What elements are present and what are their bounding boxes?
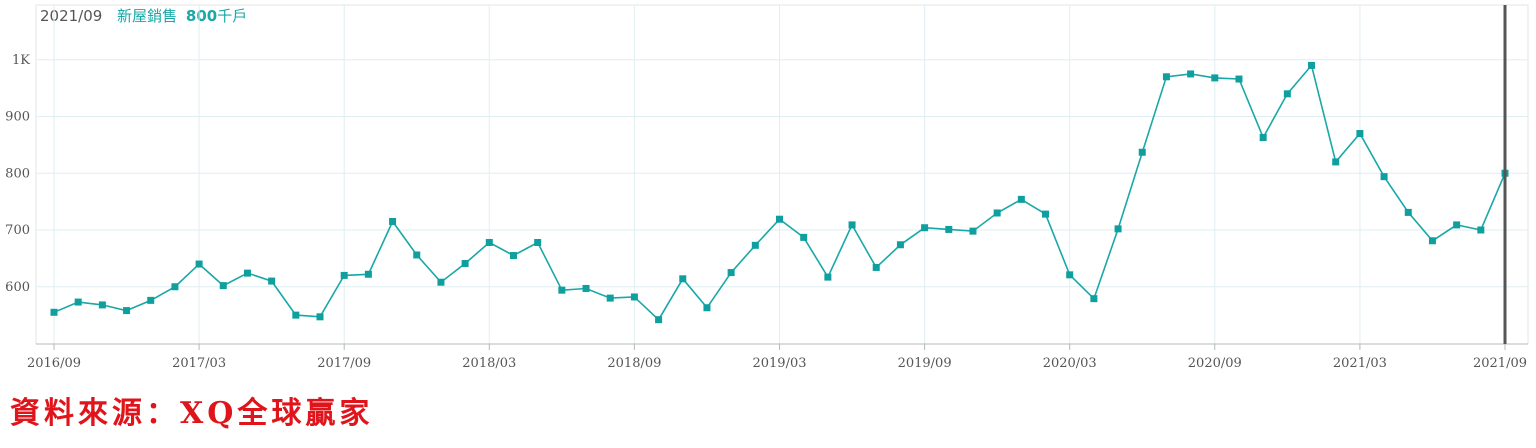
data-point xyxy=(1404,208,1412,216)
data-point xyxy=(389,217,397,225)
x-tick-label: 2018/03 xyxy=(462,356,516,371)
data-point xyxy=(582,284,590,292)
data-point xyxy=(921,224,929,232)
x-tick-label: 2021/09 xyxy=(1473,356,1527,371)
data-point xyxy=(534,238,542,246)
data-point xyxy=(824,273,832,281)
data-point xyxy=(1211,74,1219,82)
y-tick-label: 800 xyxy=(5,166,30,181)
data-point xyxy=(993,209,1001,217)
line-chart[interactable]: 600 700 800 900 1K 2016/09 2017/03 2017/09 2018/… xyxy=(0,0,1536,384)
data-point xyxy=(147,296,155,304)
plot-frame xyxy=(35,4,1529,345)
data-point xyxy=(413,251,421,259)
x-tick-label: 2021/03 xyxy=(1333,356,1387,371)
data-point xyxy=(485,238,493,246)
data-point xyxy=(268,277,276,285)
data-point xyxy=(50,308,58,316)
data-point xyxy=(340,271,348,279)
x-tick-label: 2018/09 xyxy=(607,356,661,371)
data-point xyxy=(1187,70,1195,78)
data-point xyxy=(195,260,203,268)
data-point xyxy=(437,278,445,286)
data-point xyxy=(171,283,179,291)
data-point xyxy=(219,282,227,290)
x-tick-label: 2020/03 xyxy=(1043,356,1097,371)
data-point xyxy=(509,252,517,260)
header-unit: 千戶 xyxy=(217,7,248,25)
data-point xyxy=(1259,133,1267,141)
data-point xyxy=(872,263,880,271)
data-point xyxy=(1453,221,1461,229)
header-series-name: 新屋銷售 xyxy=(117,7,178,25)
y-tick-label: 1K xyxy=(12,53,30,68)
data-point xyxy=(74,298,82,306)
header-date: 2021/09 xyxy=(40,7,103,25)
data-point xyxy=(1090,295,1098,303)
data-point xyxy=(1138,148,1146,156)
data-point xyxy=(1332,158,1340,166)
x-tick-label: 2020/09 xyxy=(1188,356,1242,371)
x-tick-label: 2017/03 xyxy=(172,356,226,371)
data-point xyxy=(1162,73,1170,81)
data-point xyxy=(1380,173,1388,181)
data-point xyxy=(896,241,904,249)
data-point xyxy=(1477,226,1485,234)
data-point xyxy=(1235,75,1243,83)
data-point xyxy=(776,215,783,223)
y-tick-label: 700 xyxy=(5,223,30,238)
data-point xyxy=(727,269,735,277)
data-point xyxy=(1066,271,1074,279)
chart-header: 2021/09 新屋銷售 800千戶 xyxy=(40,5,247,26)
data-point xyxy=(1283,90,1291,98)
x-tick-label: 2016/09 xyxy=(27,356,81,371)
data-point xyxy=(679,275,687,283)
data-point xyxy=(558,286,566,294)
y-tick-label: 600 xyxy=(5,280,30,295)
data-point xyxy=(630,293,638,301)
data-point xyxy=(800,233,808,241)
source-note: 資料來源：XQ全球贏家 xyxy=(10,396,374,431)
data-point xyxy=(703,304,711,312)
data-point xyxy=(1428,237,1436,245)
data-point xyxy=(606,294,614,302)
data-point xyxy=(461,259,469,267)
data-point xyxy=(848,221,856,229)
data-point xyxy=(292,311,300,319)
header-value: 800 xyxy=(185,7,218,25)
data-point xyxy=(969,227,977,235)
data-point xyxy=(123,307,131,315)
x-tick-label: 2017/09 xyxy=(317,356,371,371)
data-point xyxy=(751,241,759,249)
data-point xyxy=(1308,61,1316,69)
data-point xyxy=(1356,130,1364,138)
x-tick-label: 2019/03 xyxy=(752,356,806,371)
x-tick-label: 2019/09 xyxy=(898,356,952,371)
data-point xyxy=(364,270,372,278)
y-tick-label: 900 xyxy=(5,110,30,125)
data-point xyxy=(98,301,106,309)
data-point xyxy=(243,269,251,277)
data-point xyxy=(316,313,324,321)
data-point xyxy=(655,316,663,324)
data-point xyxy=(1042,210,1050,218)
data-point xyxy=(945,225,953,233)
data-point xyxy=(1017,195,1025,203)
data-point xyxy=(1114,225,1122,233)
